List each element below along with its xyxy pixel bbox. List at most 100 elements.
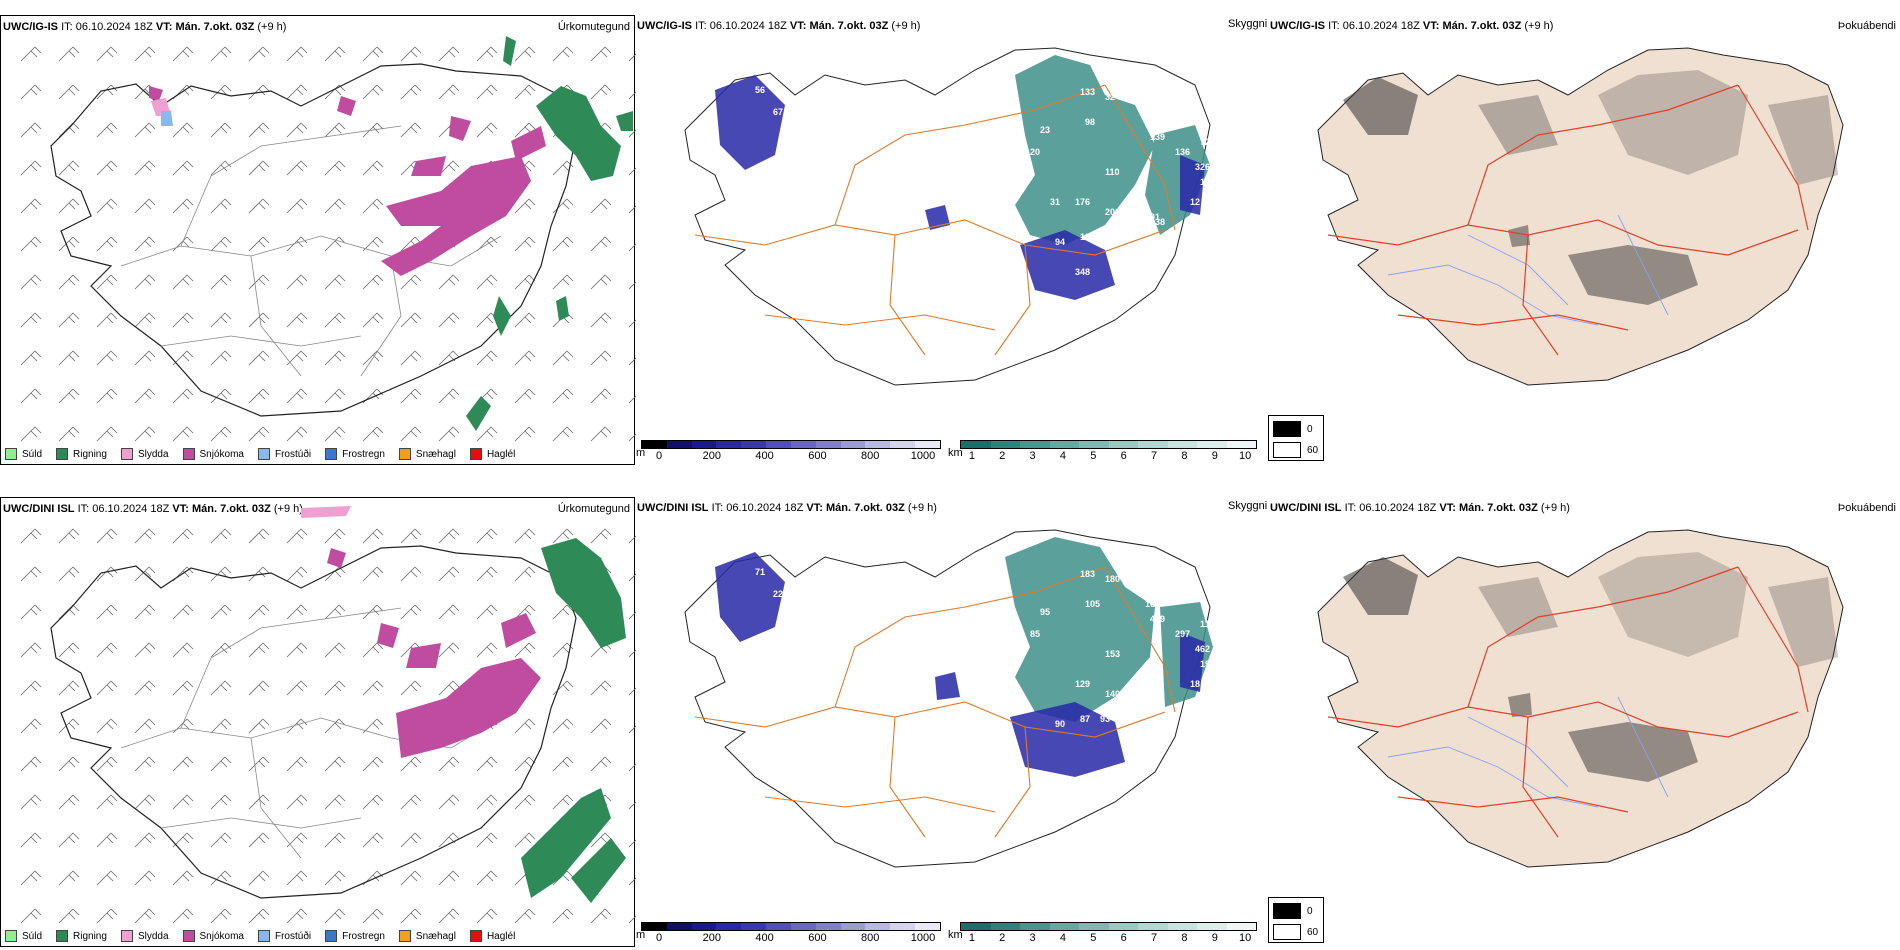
legend-label: Rigning [73,448,107,460]
ceiling-value-label: 129 [1075,679,1090,689]
ceiling-value-label: 119 [1115,232,1130,242]
wind-barb [324,274,346,290]
ceiling-value-label: 22 [773,589,783,599]
road-network [120,607,502,859]
wind-barb [476,350,498,366]
wind-barb [362,426,384,442]
wind-barb [248,46,270,62]
snow-areas [149,86,546,276]
colorbar-tick: 200 [702,450,721,462]
wind-barb [590,756,612,772]
wind-barb [400,756,422,772]
wind-barb [172,388,194,404]
wind-barb [628,91,636,100]
colorbar-tick: 4 [1059,450,1067,462]
colorbar-tick: 2 [999,932,1006,944]
legend-swatch [469,448,482,460]
wind-barb [134,832,156,848]
wind-barb [362,274,384,290]
wind-barb [400,680,422,696]
wind-barbs [20,46,636,442]
colorbar-tick: 10 [1238,450,1252,462]
wind-barb [96,46,118,62]
legend-swatch [257,930,270,942]
ceiling-value-label: 71 [755,567,765,577]
legend-swatch [398,930,411,942]
wind-barb [248,528,270,544]
wind-barb [324,122,346,138]
wind-barb [438,908,460,924]
colorbar-tick: 6 [1120,932,1127,944]
wind-barb [628,535,636,544]
wind-barb [20,794,42,810]
wind-barb [552,718,574,734]
wind-barb [134,908,156,924]
wind-barb [210,84,232,100]
wind-barb [134,426,156,442]
wind-barb [96,388,118,404]
wind-barb [362,908,384,924]
legend-swatch [257,448,270,460]
ceiling-value-label: 12 [1190,197,1200,207]
colorbar-tick: 6 [1120,450,1127,462]
wind-barb [134,604,156,620]
wind-barb [134,566,156,582]
wind-barb [134,870,156,886]
wind-barb [438,680,460,696]
legend-label: Frostregn [342,448,385,460]
wind-barb [286,528,308,544]
visibility-unit: km [948,447,963,459]
wind-barb [362,680,384,696]
wind-barb [96,312,118,328]
wind-barb [362,160,384,176]
fog-panel-top: UWC/IG-IS IT: 06.10.2024 18Z VT: Mán. 7.… [1268,15,1900,465]
wind-barb [58,388,80,404]
wind-barb [628,763,636,772]
colorbar-tick: 1000 [910,932,936,944]
wind-barb [400,794,422,810]
wind-barb [362,566,384,582]
wind-barb [58,832,80,848]
wind-barb [628,649,636,658]
wind-barb [96,236,118,252]
wind-barb [210,908,232,924]
wind-barb [210,426,232,442]
wind-barb [134,46,156,62]
fog-legend-top: 0 60 [1268,415,1324,461]
legend-swatch [325,930,338,942]
wind-barb [514,84,536,100]
rain-areas [521,538,626,903]
wind-barb [628,915,636,924]
wind-barb [286,794,308,810]
colorbar-tick: 9 [1211,450,1218,462]
wind-barb [514,718,536,734]
wind-barb [210,680,232,696]
wind-barb [248,680,270,696]
colorbar-tick: 400 [755,932,774,944]
colorbar-tick: 2 [999,450,1006,462]
wind-barb [476,642,498,658]
visibility-areas [1015,55,1210,245]
wind-barb [476,604,498,620]
ceiling-value-label: 18 [1190,679,1200,689]
ceiling-value-label: 11 [1200,619,1210,629]
wind-barb [20,756,42,772]
wind-barb [286,756,308,772]
wind-barb [286,832,308,848]
ceiling-value-label: 23 [1040,125,1050,135]
colorbar-tick: 8 [1181,450,1188,462]
wind-barb [514,350,536,366]
wind-barb [20,908,42,924]
fog-legend-bottom: 0 60 [1268,897,1324,943]
legend-swatch [182,448,195,460]
visibility-unit: km [948,929,963,941]
colorbar-tick: 5 [1090,932,1097,944]
wind-barb [58,794,80,810]
wind-barb [210,388,232,404]
ceiling-value-label: 130 [1145,117,1160,127]
panel-header: UWC/IG-IS IT: 06.10.2024 18Z VT: Mán. 7.… [637,20,921,32]
wind-barb [20,122,42,138]
wind-barb [134,350,156,366]
wind-barb [514,566,536,582]
colorbar-tick: 800 [861,450,880,462]
